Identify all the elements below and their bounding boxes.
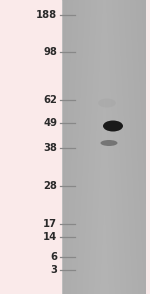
Ellipse shape bbox=[100, 140, 117, 146]
Text: 17: 17 bbox=[43, 219, 57, 229]
Text: 98: 98 bbox=[43, 47, 57, 57]
Text: 49: 49 bbox=[43, 118, 57, 128]
Text: 188: 188 bbox=[36, 10, 57, 20]
Text: 38: 38 bbox=[43, 143, 57, 153]
Ellipse shape bbox=[103, 121, 123, 131]
Text: 14: 14 bbox=[43, 232, 57, 242]
Ellipse shape bbox=[98, 98, 116, 108]
Text: 6: 6 bbox=[50, 252, 57, 262]
Text: 62: 62 bbox=[43, 95, 57, 105]
Text: 3: 3 bbox=[50, 265, 57, 275]
Text: 28: 28 bbox=[43, 181, 57, 191]
